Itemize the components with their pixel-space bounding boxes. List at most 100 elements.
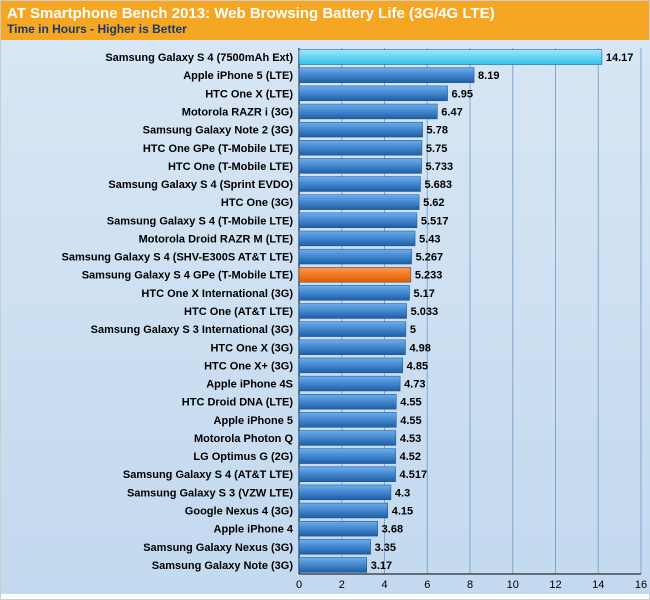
- bar: [299, 449, 396, 464]
- bar-value: 4.85: [407, 360, 428, 372]
- bar: [299, 68, 474, 83]
- bar-label: HTC One X+ (3G): [204, 360, 293, 372]
- bar-value: 6.95: [452, 88, 473, 100]
- chart-title: AT Smartphone Bench 2013: Web Browsing B…: [1, 1, 649, 22]
- bar-value: 3.35: [375, 542, 396, 554]
- svg-text:4: 4: [381, 579, 387, 591]
- bar: [299, 431, 396, 446]
- bar: [299, 412, 396, 427]
- bar-label: Samsung Galaxy Note 2 (3G): [143, 125, 294, 137]
- bar-label: Apple iPhone 4: [214, 524, 294, 536]
- plot-area: 0 2 4 6 8 10 12 14 16 Samsung Galaxy S 4 (7500mAh…: [1, 40, 650, 594]
- bar-value: 6.47: [441, 106, 462, 118]
- bar: [299, 521, 378, 536]
- bar-value: 4.52: [400, 451, 421, 463]
- bar-label: Motorola RAZR i (3G): [182, 106, 294, 118]
- bar: [299, 376, 400, 391]
- bar: [299, 503, 388, 518]
- bar-value: 8.19: [478, 70, 499, 82]
- bar-value: 5.517: [421, 215, 449, 227]
- bar-value: 5.733: [426, 161, 454, 173]
- bar: [299, 50, 602, 65]
- svg-text:10: 10: [507, 579, 519, 591]
- svg-text:14: 14: [592, 579, 604, 591]
- bar: [299, 557, 367, 572]
- bar-label: Samsung Galaxy S 4 (T-Mobile LTE): [107, 215, 294, 227]
- bar-label: Google Nexus 4 (3G): [185, 506, 294, 518]
- bar: [299, 122, 423, 137]
- bar-value: 5.43: [419, 233, 440, 245]
- bar-label: HTC Droid DNA (LTE): [182, 397, 294, 409]
- bar-label: Apple iPhone 5: [214, 415, 293, 427]
- svg-text:0: 0: [296, 579, 302, 591]
- bar-value: 5: [410, 324, 416, 336]
- bar-label: Samsung Galaxy S 4 (SHV-E300S AT&T LTE): [62, 252, 294, 264]
- bar-value: 5.683: [424, 179, 452, 191]
- svg-text:6: 6: [424, 579, 430, 591]
- bar: [299, 104, 437, 119]
- bar: [299, 485, 391, 500]
- bar-value: 5.78: [427, 125, 448, 137]
- bar-value: 4.3: [395, 487, 410, 499]
- bar-value: 5.033: [411, 306, 439, 318]
- bar: [299, 195, 419, 210]
- bar-value: 14.17: [606, 52, 634, 64]
- bar: [299, 394, 396, 409]
- bar-value: 5.62: [423, 197, 444, 209]
- bar-label: HTC One (AT&T LTE): [184, 306, 293, 318]
- bar-value: 3.17: [371, 560, 392, 572]
- bar-label: Motorola Droid RAZR M (LTE): [139, 233, 294, 245]
- bar: [299, 322, 406, 337]
- bar-label: HTC One (3G): [221, 197, 293, 209]
- bar-label: Samsung Galaxy S 4 (7500mAh Ext): [105, 52, 293, 64]
- bar: [299, 140, 422, 155]
- bar-label: Apple iPhone 4S: [206, 379, 293, 391]
- bar-value: 4.98: [409, 342, 430, 354]
- bar: [299, 285, 410, 300]
- bar-label: LG Optimus G (2G): [193, 451, 293, 463]
- chart-subtitle: Time in Hours - Higher is Better: [1, 22, 649, 40]
- svg-text:2: 2: [339, 579, 345, 591]
- svg-text:8: 8: [467, 579, 473, 591]
- bar-value: 4.55: [400, 397, 421, 409]
- chart-svg: 0 2 4 6 8 10 12 14 16 Samsung Galaxy S 4 (7500mAh…: [1, 40, 650, 594]
- bar: [299, 177, 420, 192]
- bar-label: Motorola Photon Q: [194, 433, 293, 445]
- bar: [299, 304, 407, 319]
- bar-label: HTC One X (3G): [210, 342, 293, 354]
- bar-label: Samsung Galaxy S 3 (VZW LTE): [127, 487, 293, 499]
- bar-value: 3.68: [382, 524, 403, 536]
- bar: [299, 340, 405, 355]
- bar-label: Samsung Galaxy S 4 (AT&T LTE): [123, 469, 293, 481]
- bar-value: 5.267: [416, 252, 444, 264]
- bar-label: Samsung Galaxy Nexus (3G): [143, 542, 293, 554]
- bar-label: Apple iPhone 5 (LTE): [183, 70, 293, 82]
- bar: [299, 539, 371, 554]
- svg-text:12: 12: [549, 579, 561, 591]
- bar: [299, 231, 415, 246]
- bar: [299, 86, 448, 101]
- bar: [299, 158, 422, 173]
- bar-value: 4.55: [400, 415, 421, 427]
- bar-label: Samsung Galaxy Note (3G): [152, 560, 294, 572]
- chart-container: AT Smartphone Bench 2013: Web Browsing B…: [0, 0, 650, 600]
- svg-text:16: 16: [635, 579, 647, 591]
- bar-label: Samsung Galaxy S 4 GPe (T-Mobile LTE): [82, 270, 294, 282]
- bar-value: 4.15: [392, 506, 413, 518]
- bar-label: Samsung Galaxy S 4 (Sprint EVDO): [108, 179, 293, 191]
- bar-label: Samsung Galaxy S 3 International (3G): [91, 324, 294, 336]
- bar-label: HTC One GPe (T-Mobile LTE): [143, 143, 293, 155]
- bar: [299, 267, 411, 282]
- bar: [299, 467, 396, 482]
- bar-label: HTC One X (LTE): [205, 88, 293, 100]
- bar-value: 5.233: [415, 270, 443, 282]
- bar: [299, 213, 417, 228]
- bar-value: 4.53: [400, 433, 421, 445]
- bar-value: 4.73: [404, 379, 425, 391]
- bar-label: HTC One X International (3G): [141, 288, 293, 300]
- bar-value: 5.17: [414, 288, 435, 300]
- bar-value: 5.75: [426, 143, 447, 155]
- bar: [299, 249, 412, 264]
- bar-value: 4.517: [400, 469, 428, 481]
- bar-label: HTC One (T-Mobile LTE): [168, 161, 293, 173]
